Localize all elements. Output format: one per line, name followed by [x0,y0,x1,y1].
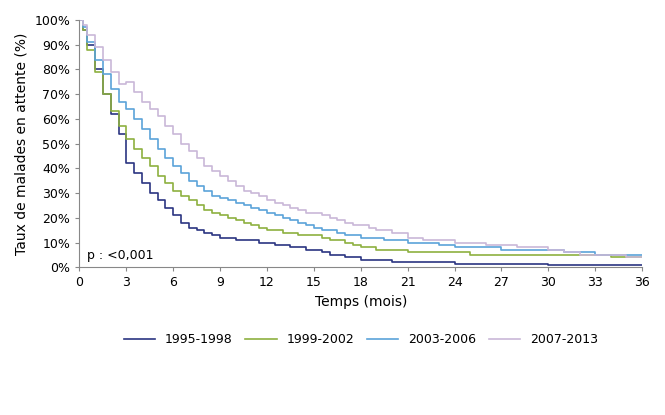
1999-2002 [638,255,646,260]
2003-2006 [364,235,372,240]
2007-2013 [497,242,505,247]
1999-2002 [404,250,412,255]
2003-2006 [404,240,412,245]
1995-1998 [91,67,99,72]
1999-2002 [170,188,178,193]
Line: 1995-1998: 1995-1998 [79,20,642,265]
2007-2013 [364,225,372,230]
2003-2006 [177,171,185,176]
2003-2006 [638,252,646,257]
Legend: 1995-1998, 1999-2002, 2003-2006, 2007-2013: 1995-1998, 1999-2002, 2003-2006, 2007-20… [119,328,602,351]
1999-2002 [75,17,83,22]
Line: 2007-2013: 2007-2013 [79,20,642,257]
2007-2013 [177,141,185,146]
Y-axis label: Taux de malades en attente (%): Taux de malades en attente (%) [15,32,29,255]
2007-2013 [591,252,599,257]
1999-2002 [607,255,615,260]
Line: 2003-2006: 2003-2006 [79,20,642,255]
1999-2002 [364,245,372,250]
2003-2006 [497,247,505,252]
2007-2013 [622,255,630,260]
2003-2006 [75,17,83,22]
Line: 1999-2002: 1999-2002 [79,20,642,257]
1995-1998 [638,262,646,267]
1999-2002 [177,193,185,198]
1995-1998 [255,240,263,245]
1999-2002 [591,252,599,257]
2007-2013 [75,17,83,22]
2007-2013 [404,235,412,240]
1995-1998 [185,225,193,230]
1995-1998 [83,42,91,47]
1995-1998 [545,262,553,267]
2007-2013 [638,255,646,260]
1995-1998 [372,257,380,262]
2003-2006 [591,252,599,257]
Text: p : <0,001: p : <0,001 [87,249,154,261]
2003-2006 [170,164,178,168]
2003-2006 [607,252,615,257]
1999-2002 [497,252,505,257]
2007-2013 [170,131,178,136]
X-axis label: Temps (mois): Temps (mois) [315,295,407,309]
1995-1998 [75,17,83,22]
1995-1998 [364,257,372,262]
